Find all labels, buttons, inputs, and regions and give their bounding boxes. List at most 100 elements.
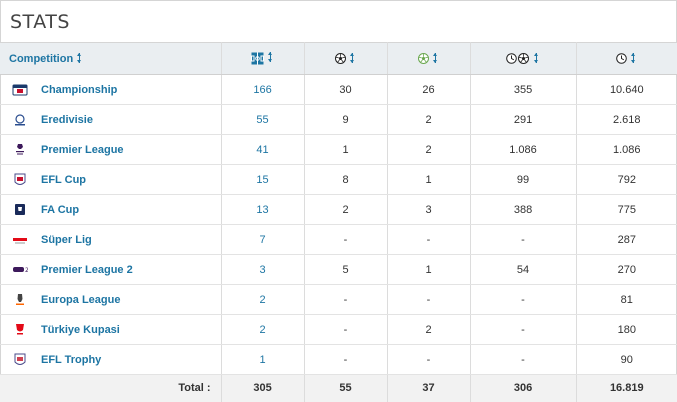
assists-value: 2 — [387, 314, 471, 345]
premier-league-logo — [15, 143, 24, 154]
sort-minutes-per-goal-header[interactable] — [470, 42, 577, 75]
minutes-played-value: 775 — [576, 194, 677, 225]
goals-value: 9 — [304, 104, 388, 135]
minutes-played-value: 792 — [576, 164, 677, 195]
total-assists: 37 — [387, 374, 471, 402]
minutes-per-goal-value: - — [470, 344, 577, 375]
minutes-played-value: 180 — [576, 314, 677, 345]
total-minutes-played: 16.819 — [576, 374, 677, 402]
competition-link[interactable]: EFL Cup — [39, 164, 222, 195]
competition-link[interactable]: Türkiye Kupasi — [39, 314, 222, 345]
competition-link[interactable]: FA Cup — [39, 194, 222, 225]
competition-link[interactable]: Premier League 2 — [39, 254, 222, 285]
goals-value: 30 — [304, 74, 388, 105]
goals-value: 8 — [304, 164, 388, 195]
goals-value: - — [304, 284, 388, 315]
competition-link[interactable]: EFL Trophy — [39, 344, 222, 375]
assists-value: 2 — [387, 104, 471, 135]
appearances-link[interactable]: 15 — [221, 164, 305, 195]
appearances-icon — [251, 52, 265, 65]
assists-value: 1 — [387, 164, 471, 195]
table-row: FA Cup 13 2 3 388 775 — [0, 194, 677, 225]
total-minutes-per-goal: 306 — [470, 374, 577, 402]
premier-league-2-logo: 2 — [12, 266, 28, 274]
competition-logo-cell[interactable] — [0, 344, 39, 375]
competition-logo-cell[interactable] — [0, 164, 39, 195]
svg-text:2: 2 — [25, 267, 28, 274]
competition-link[interactable]: Championship — [39, 74, 222, 105]
sort-competition-header[interactable]: Competition — [0, 42, 222, 75]
eredivisie-logo — [14, 113, 25, 125]
minutes-per-goal-value: 388 — [470, 194, 577, 225]
sort-assists-header[interactable] — [387, 42, 471, 75]
minutes-played-icon — [616, 53, 628, 64]
competition-link[interactable]: Europa League — [39, 284, 222, 315]
minutes-played-value: 10.640 — [576, 74, 677, 105]
appearances-link[interactable]: 41 — [221, 134, 305, 165]
minutes-per-goal-value: - — [470, 224, 577, 255]
goals-value: 2 — [304, 194, 388, 225]
competition-logo-cell[interactable] — [0, 284, 39, 315]
efl-trophy-logo — [14, 353, 25, 365]
appearances-link[interactable]: 166 — [221, 74, 305, 105]
competition-logo-cell[interactable] — [0, 194, 39, 225]
stats-table: Competition — [0, 42, 677, 402]
competition-logo-cell[interactable] — [0, 104, 39, 135]
table-row: EFL Cup 15 8 1 99 792 — [0, 164, 677, 195]
sort-arrows-icon — [534, 52, 540, 63]
sort-goals-header[interactable] — [304, 42, 388, 75]
sort-arrows-icon — [350, 52, 356, 63]
appearances-link[interactable]: 55 — [221, 104, 305, 135]
competition-logo-cell[interactable] — [0, 74, 39, 105]
minutes-per-goal-icon — [506, 53, 530, 65]
competition-logo-cell[interactable] — [0, 224, 39, 255]
goals-icon — [335, 53, 347, 65]
appearances-link[interactable]: 7 — [221, 224, 305, 255]
assists-value: 3 — [387, 194, 471, 225]
minutes-per-goal-value: 99 — [470, 164, 577, 195]
minutes-per-goal-value: 54 — [470, 254, 577, 285]
sort-minutes-played-header[interactable] — [576, 42, 677, 75]
table-row: Championship 166 30 26 355 10.640 — [0, 74, 677, 105]
sort-arrows-icon — [77, 52, 83, 63]
minutes-played-value: 2.618 — [576, 104, 677, 135]
assists-value: 26 — [387, 74, 471, 105]
minutes-played-value: 90 — [576, 344, 677, 375]
minutes-played-value: 270 — [576, 254, 677, 285]
appearances-link[interactable]: 3 — [221, 254, 305, 285]
assists-value: 2 — [387, 134, 471, 165]
competition-logo-cell[interactable] — [0, 134, 39, 165]
goals-value: 5 — [304, 254, 388, 285]
table-row: Eredivisie 55 9 2 291 2.618 — [0, 104, 677, 135]
assists-value: - — [387, 284, 471, 315]
competition-logo-cell[interactable] — [0, 314, 39, 345]
sort-appearances-header[interactable] — [221, 42, 305, 75]
assists-value: - — [387, 344, 471, 375]
total-goals: 55 — [304, 374, 388, 402]
competition-link[interactable]: Premier League — [39, 134, 222, 165]
assists-value: 1 — [387, 254, 471, 285]
super-lig-logo — [12, 237, 27, 243]
totals-label: Total : — [0, 374, 222, 402]
competition-header-label: Competition — [9, 52, 74, 65]
championship-logo — [12, 84, 27, 95]
goals-value: - — [304, 224, 388, 255]
goals-value: - — [304, 314, 388, 345]
minutes-per-goal-value: 355 — [470, 74, 577, 105]
efl-cup-logo — [14, 173, 25, 185]
appearances-link[interactable]: 2 — [221, 314, 305, 345]
totals-row: Total : 305 55 37 306 16.819 — [0, 374, 677, 402]
sort-arrows-icon — [433, 52, 439, 63]
minutes-per-goal-value: 291 — [470, 104, 577, 135]
appearances-link[interactable]: 1 — [221, 344, 305, 375]
goals-value: 1 — [304, 134, 388, 165]
competition-link[interactable]: Eredivisie — [39, 104, 222, 135]
appearances-link[interactable]: 2 — [221, 284, 305, 315]
competition-link[interactable]: Süper Lig — [39, 224, 222, 255]
table-row: Süper Lig 7- - -287 — [0, 224, 677, 255]
competition-logo-cell[interactable]: 2 — [0, 254, 39, 285]
table-row: 2 Premier League 2 3 5 1 54 270 — [0, 254, 677, 285]
appearances-link[interactable]: 13 — [221, 194, 305, 225]
minutes-played-value: 1.086 — [576, 134, 677, 165]
